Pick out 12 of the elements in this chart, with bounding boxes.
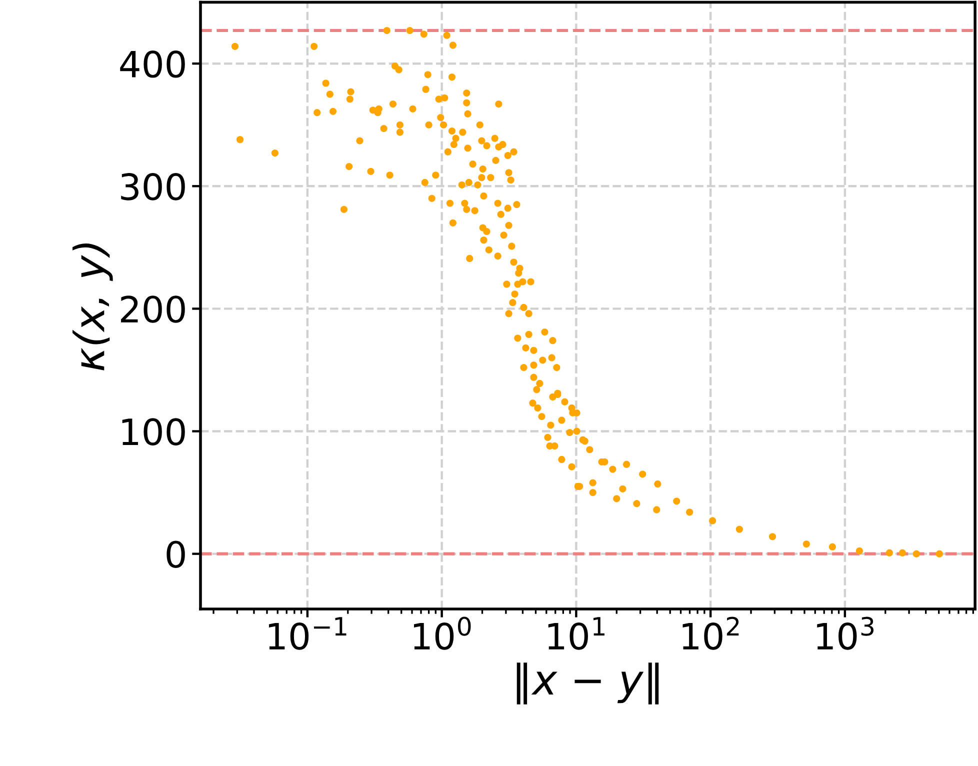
x-tick-label: 10$^{1}$ [548, 617, 604, 650]
y-tick-label: 400 [120, 50, 185, 78]
x-tick-label: 10$^{2}$ [682, 616, 739, 650]
y-tick-label: 200 [121, 296, 185, 323]
y-tick-label: 0 [166, 540, 185, 568]
x-tick-label: 10$^{3}$ [817, 616, 874, 650]
x-axis-title: ‖x − y‖ [516, 662, 659, 704]
x-tick-label: 10$^{0}$ [414, 616, 471, 650]
y-axis-title: κ(x, y) [72, 243, 113, 370]
y-tick-label: 300 [121, 173, 185, 200]
x-tick-label: 10$^{−1}$ [268, 617, 346, 650]
y-tick-label: 100 [122, 418, 185, 446]
